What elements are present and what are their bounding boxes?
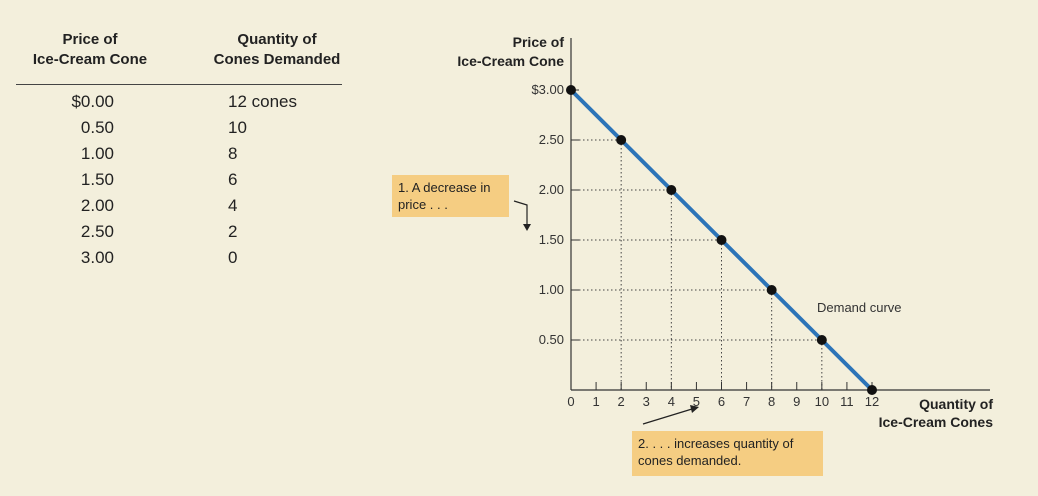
demand-curve <box>566 85 877 395</box>
x-tick-label: 6 <box>718 394 725 409</box>
quantity-column-header: Quantity of Cones Demanded <box>202 30 352 70</box>
price-cell: 3.00 <box>80 248 114 267</box>
increase-quantity-note: 2. . . . increases quantity of cones dem… <box>632 431 823 476</box>
demand-curve-label: Demand curve <box>817 300 902 315</box>
table-row: 0.50 10 <box>16 118 342 144</box>
demand-point <box>616 135 627 145</box>
y-tick-label: 2.00 <box>539 182 564 197</box>
table-row: 2.00 4 <box>16 196 342 222</box>
demand-point <box>816 335 827 345</box>
x-tick-label: 2 <box>618 394 625 409</box>
y-axis-title: Ice-Cream Cone <box>457 53 564 69</box>
x-tick-label: 9 <box>793 394 800 409</box>
x-axis-title: Quantity of <box>919 396 993 412</box>
x-tick-label: 8 <box>768 394 775 409</box>
decrease-arrowhead-icon <box>523 224 531 231</box>
table-header-rule <box>16 84 342 85</box>
axes <box>570 38 990 391</box>
x-tick-label: 7 <box>743 394 750 409</box>
x-tick-label: 4 <box>668 394 675 409</box>
y-tick-label: 2.50 <box>539 132 564 147</box>
price-cell: 2.50 <box>80 222 114 241</box>
increase-arrow <box>642 408 693 425</box>
x-tick-label: 1 <box>592 394 599 409</box>
increase-note-line-2: cones demanded. <box>638 453 742 468</box>
price-header-line-2: Ice-Cream Cone <box>32 51 148 68</box>
quantity-cell: 8 <box>228 144 238 163</box>
quantity-cell: 0 <box>228 248 238 267</box>
decrease-note-line-2: price . . . <box>398 197 448 212</box>
x-axis-title: Ice-Cream Cones <box>879 414 994 430</box>
quantity-cell: 4 <box>228 196 238 215</box>
price-cell: 1.00 <box>80 144 114 163</box>
demand-point <box>716 235 727 245</box>
price-header-line-1: Price of <box>62 31 118 48</box>
quantity-cell: 6 <box>228 170 238 189</box>
y-tick-label: 0.50 <box>539 332 564 347</box>
gridlines <box>571 139 823 390</box>
y-tick-label: $3.00 <box>531 82 564 97</box>
price-cell: $0.00 <box>71 92 114 111</box>
demand-point <box>766 285 777 295</box>
table-row: 2.50 2 <box>16 222 342 248</box>
table-body: $0.00 12 cones 0.50 10 1.00 8 1.50 6 2.00 4 2.50 2 3… <box>16 92 342 274</box>
table-row: 3.00 0 <box>16 248 342 274</box>
x-tick-label: 0 <box>567 394 574 409</box>
y-tick-label: 1.50 <box>539 232 564 247</box>
quantity-header-line-2: Cones Demanded <box>213 51 341 68</box>
annotation-arrows <box>513 200 699 425</box>
demand-point <box>666 185 677 195</box>
x-tick-label: 11 <box>840 394 854 409</box>
x-tick-label: 10 <box>815 394 829 409</box>
quantity-cell: 12 cones <box>228 92 297 111</box>
table-row: 1.00 8 <box>16 144 342 170</box>
x-tick-label: 12 <box>865 394 879 409</box>
increase-arrowhead-icon <box>690 405 699 413</box>
y-tick-label: 1.00 <box>539 282 564 297</box>
price-cell: 2.00 <box>80 196 114 215</box>
axis-labels: 0 1 2 3 4 5 6 7 8 9 10 11 120.501.001.502.002.50$3.0… <box>457 34 993 430</box>
price-column-header: Price of Ice-Cream Cone <box>20 30 160 70</box>
increase-note-line-1: 2. . . . increases quantity of <box>638 436 794 451</box>
decrease-note-line-1: 1. A decrease in <box>398 180 491 195</box>
decrease-price-note: 1. A decrease in price . . . <box>392 175 509 217</box>
quantity-cell: 10 <box>228 118 247 137</box>
x-tick-label: 5 <box>693 394 700 409</box>
demand-point <box>867 385 877 395</box>
x-tick-label: 3 <box>643 394 650 409</box>
quantity-cell: 2 <box>228 222 238 241</box>
price-cell: 1.50 <box>80 170 114 189</box>
quantity-header-line-1: Quantity of <box>237 31 317 48</box>
table-row: $0.00 12 cones <box>16 92 342 118</box>
demand-point <box>566 85 576 95</box>
decrease-arrow <box>513 200 528 226</box>
y-axis-title: Price of <box>513 34 565 50</box>
table-row: 1.50 6 <box>16 170 342 196</box>
price-cell: 0.50 <box>80 118 114 137</box>
